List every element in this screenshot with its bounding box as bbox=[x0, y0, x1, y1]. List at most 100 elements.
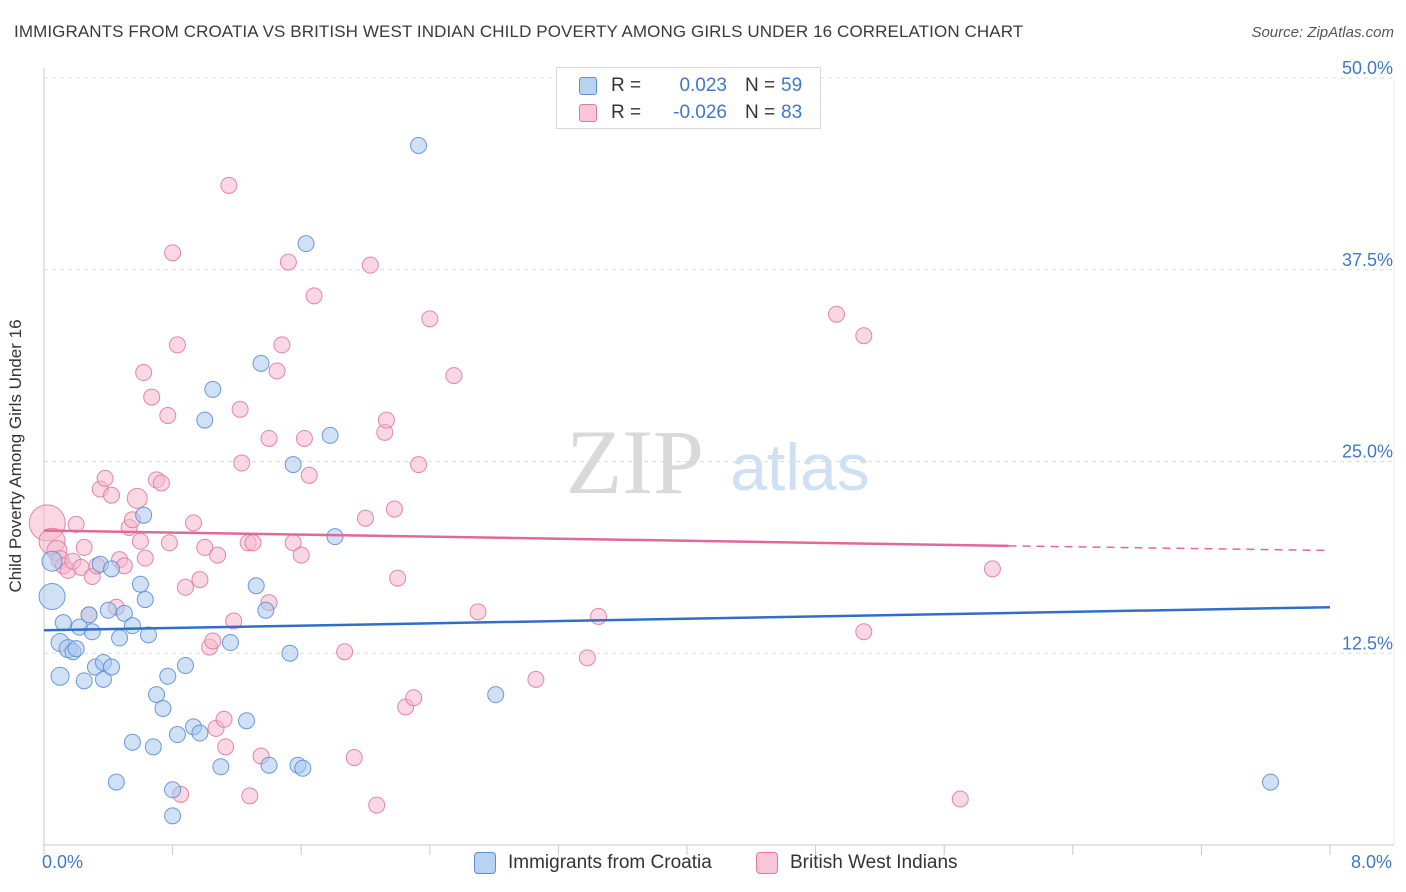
r-value: -0.026 bbox=[673, 102, 727, 123]
data-point bbox=[527, 670, 545, 688]
data-point bbox=[75, 538, 93, 556]
data-point bbox=[410, 136, 428, 154]
n-value: 83 bbox=[781, 102, 803, 123]
data-point bbox=[168, 336, 186, 354]
data-point bbox=[196, 538, 214, 556]
data-point bbox=[160, 534, 178, 552]
data-point bbox=[136, 591, 154, 609]
data-point bbox=[855, 623, 873, 641]
n-label: N = bbox=[745, 75, 776, 96]
data-point bbox=[191, 571, 209, 589]
legend-swatch-croatia bbox=[474, 852, 496, 874]
data-point bbox=[284, 456, 302, 474]
r-value: 0.023 bbox=[679, 75, 727, 96]
y-axis-label: Child Poverty Among Girls Under 16 bbox=[6, 319, 25, 593]
legend-label-bwi: British West Indians bbox=[790, 852, 958, 873]
data-point bbox=[297, 235, 315, 253]
data-point bbox=[385, 500, 403, 518]
data-point bbox=[983, 560, 1001, 578]
stats-row-croatia: R = 0.023 N = 59 bbox=[579, 74, 802, 98]
data-point bbox=[469, 603, 487, 621]
data-point bbox=[336, 643, 354, 661]
data-point bbox=[215, 710, 233, 728]
data-point bbox=[445, 367, 463, 385]
data-point bbox=[578, 649, 596, 667]
data-point bbox=[268, 362, 286, 380]
y-tick-label: 37.5% bbox=[1342, 250, 1393, 270]
data-point bbox=[294, 759, 312, 777]
data-point bbox=[50, 666, 70, 686]
data-point bbox=[361, 256, 379, 274]
data-point bbox=[487, 686, 505, 704]
data-point bbox=[260, 756, 278, 774]
trend-line-croatia bbox=[43, 605, 1331, 632]
data-point bbox=[196, 411, 214, 429]
data-point bbox=[159, 667, 177, 685]
data-point bbox=[377, 411, 395, 429]
chart-title: IMMIGRANTS FROM CROATIA VS BRITISH WEST … bbox=[14, 22, 1024, 41]
trend-lines bbox=[43, 529, 1331, 632]
data-point bbox=[951, 790, 969, 808]
trend-line-bwi bbox=[43, 529, 1009, 548]
legend-swatch-bwi bbox=[756, 852, 778, 874]
data-point bbox=[221, 634, 239, 652]
r-label: R = bbox=[611, 75, 642, 96]
data-point bbox=[247, 577, 265, 595]
data-point bbox=[164, 781, 182, 799]
data-point bbox=[83, 623, 101, 641]
trend-line-bwi-dashed bbox=[1008, 545, 1331, 552]
series-legend: Immigrants from Croatia British West Ind… bbox=[0, 852, 1406, 876]
data-point bbox=[233, 454, 251, 472]
data-point bbox=[75, 672, 93, 690]
data-point bbox=[389, 569, 407, 587]
legend-label-croatia: Immigrants from Croatia bbox=[508, 852, 712, 873]
swatch-croatia bbox=[579, 77, 597, 95]
data-point bbox=[410, 456, 428, 474]
data-point bbox=[241, 787, 259, 805]
data-point bbox=[273, 336, 291, 354]
data-point bbox=[135, 364, 153, 382]
legend-item-croatia[interactable]: Immigrants from Croatia bbox=[474, 852, 712, 874]
y-tick-label: 25.0% bbox=[1342, 442, 1393, 462]
data-point bbox=[827, 305, 845, 323]
data-point bbox=[123, 617, 141, 635]
data-point bbox=[225, 612, 243, 630]
data-point bbox=[80, 606, 98, 624]
data-point bbox=[115, 604, 133, 622]
watermark-zip: ZIP bbox=[566, 411, 704, 513]
data-point bbox=[94, 670, 112, 688]
data-point bbox=[212, 758, 230, 776]
data-point bbox=[131, 532, 149, 550]
data-point bbox=[238, 712, 256, 730]
y-tick-labels: 12.5% 25.0% 37.5% 50.0% bbox=[1342, 58, 1393, 653]
data-point bbox=[144, 738, 162, 756]
data-point bbox=[136, 549, 154, 567]
n-label: N = bbox=[745, 102, 776, 123]
data-point bbox=[67, 515, 85, 533]
data-point bbox=[38, 582, 66, 610]
data-point bbox=[111, 629, 129, 647]
data-point bbox=[321, 426, 339, 444]
data-point bbox=[135, 506, 153, 524]
data-point bbox=[220, 176, 238, 194]
stats-row-bwi: R = -0.026 N = 83 bbox=[579, 101, 802, 125]
data-point bbox=[126, 487, 148, 509]
data-point bbox=[281, 644, 299, 662]
data-point bbox=[143, 388, 161, 406]
data-point bbox=[204, 380, 222, 398]
x-tick-label-max: 8.0% bbox=[1350, 852, 1392, 872]
data-point bbox=[855, 327, 873, 345]
data-point bbox=[191, 724, 209, 742]
data-point bbox=[292, 546, 310, 564]
legend-item-bwi[interactable]: British West Indians bbox=[756, 852, 958, 874]
data-point bbox=[54, 614, 72, 632]
data-point bbox=[139, 626, 157, 644]
data-point bbox=[590, 607, 608, 625]
data-point bbox=[176, 578, 194, 596]
data-point bbox=[217, 738, 235, 756]
data-point bbox=[164, 807, 182, 825]
data-point bbox=[231, 400, 249, 418]
y-tick-label: 12.5% bbox=[1342, 633, 1393, 653]
data-point bbox=[67, 640, 85, 658]
